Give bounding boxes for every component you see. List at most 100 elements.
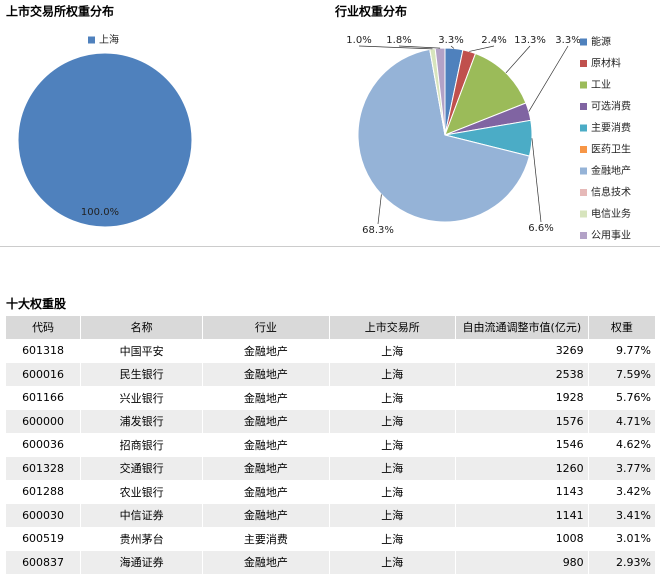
table-cell: 600030 [6, 503, 82, 528]
chart-title: 行业权重分布 [334, 4, 407, 19]
legend-swatch [88, 36, 95, 44]
header-cell: 代码 [6, 316, 82, 340]
table-cell: 4.62% [588, 433, 657, 457]
table-row: 600016 民生银行 金融地产 上海 2538 7.59% [6, 362, 657, 387]
table-cell: 600000 [6, 409, 82, 434]
charts: 上市交易所权重分布 100.0% 上海 行业权重分布 3.3% 2.4% 13.3% 3.3%… [6, 4, 631, 242]
table-cell: 中国平安 [80, 339, 204, 363]
legend-label: 金融地产 [591, 164, 631, 177]
legend-swatch [580, 124, 587, 132]
table-cell: 金融地产 [202, 550, 330, 575]
table-cell: 上海 [329, 409, 456, 434]
table-cell: 3.42% [588, 480, 657, 504]
table-cell: 9.77% [588, 339, 657, 363]
header-cell: 行业 [202, 316, 330, 340]
table-row: 601288 农业银行 金融地产 上海 1143 3.42% [6, 480, 657, 504]
legend-swatch [580, 167, 587, 175]
table-cell: 金融地产 [202, 480, 330, 504]
table-cell: 980 [455, 550, 589, 575]
table-cell: 600519 [6, 527, 82, 551]
data-label: 6.6% [528, 223, 553, 234]
table-cell: 601318 [6, 339, 82, 363]
table-cell: 上海 [329, 527, 456, 551]
table-cell: 4.71% [588, 409, 657, 434]
legend-swatch [580, 232, 587, 239]
table-cell: 601166 [6, 386, 82, 410]
table-cell: 交通银行 [80, 456, 204, 481]
table-cell: 1576 [455, 409, 589, 434]
legend-swatch [580, 103, 587, 110]
table-cell: 601288 [6, 480, 82, 504]
table-cell: 7.59% [588, 362, 657, 387]
table-row: 600519 贵州茅台 主要消费 上海 1008 3.01% [6, 527, 657, 551]
table-cell: 上海 [329, 362, 456, 387]
table-cell: 金融地产 [202, 339, 330, 363]
pie-slice [17, 52, 193, 228]
table-cell: 1143 [455, 480, 589, 504]
table-cell: 浦发银行 [80, 409, 204, 434]
table-cell: 2.93% [588, 550, 657, 575]
table-cell: 1260 [455, 456, 589, 481]
table-cell: 贵州茅台 [80, 527, 204, 551]
table-cell: 601328 [6, 456, 82, 481]
table-cell: 3269 [455, 339, 589, 363]
legend-label: 信息技术 [591, 186, 631, 199]
table-cell: 3.01% [588, 527, 657, 551]
legend-swatch [580, 38, 587, 46]
data-label: 3.3% [555, 35, 580, 46]
table-cell: 3.41% [588, 503, 657, 528]
table-cell: 3.77% [588, 456, 657, 481]
table-cell: 上海 [329, 480, 456, 504]
table-cell: 2538 [455, 362, 589, 387]
separator [0, 246, 660, 247]
data-label: 2.4% [481, 35, 506, 46]
table-cell: 5.76% [588, 386, 657, 410]
leader-line [531, 138, 542, 223]
legend-swatch [580, 189, 587, 196]
leader-line [398, 45, 441, 49]
table-cell: 金融地产 [202, 409, 330, 434]
legend-label: 可选消费 [591, 100, 631, 113]
header-row: 代码 名称 行业 上市交易所 自由流通调整市值(亿元) 权重 [6, 316, 657, 340]
header-cell: 名称 [80, 316, 204, 340]
data-label: 100.0% [81, 207, 119, 218]
table-row: 600030 中信证券 金融地产 上海 1141 3.41% [6, 503, 657, 528]
legend-swatch [580, 81, 587, 89]
leader-line [505, 45, 531, 74]
table-cell: 上海 [329, 433, 456, 457]
table-cell: 1141 [455, 503, 589, 528]
data-label: 68.3% [362, 225, 394, 236]
leader-line [358, 45, 433, 50]
leader-line [469, 45, 495, 52]
table-cell: 1008 [455, 527, 589, 551]
table-title: 十大权重股 [6, 297, 67, 311]
pie-slice [357, 48, 531, 223]
header-cell: 上市交易所 [329, 316, 456, 340]
table-cell: 1928 [455, 386, 589, 410]
table-cell: 上海 [329, 503, 456, 528]
table-cell: 金融地产 [202, 456, 330, 481]
table-cell: 上海 [329, 550, 456, 575]
table-cell: 金融地产 [202, 433, 330, 457]
table-cell: 海通证券 [80, 550, 204, 575]
table-row: 600837 海通证券 金融地产 上海 980 2.93% [6, 550, 657, 575]
table-cell: 民生银行 [80, 362, 204, 387]
table-cell: 上海 [329, 386, 456, 410]
table-cell: 兴业银行 [80, 386, 204, 410]
legend-swatch [580, 210, 587, 218]
table-row: 600000 浦发银行 金融地产 上海 1576 4.71% [6, 409, 657, 434]
legend-label: 原材料 [591, 57, 621, 70]
table-row: 601328 交通银行 金融地产 上海 1260 3.77% [6, 456, 657, 481]
leader-line [528, 45, 569, 112]
table-cell: 招商银行 [80, 433, 204, 457]
legend-swatch [580, 146, 587, 153]
legend-label: 上海 [99, 33, 119, 46]
weights-table: 代码 名称 行业 上市交易所 自由流通调整市值(亿元) 权重 601318 中国平安 金融地产上… [6, 316, 657, 575]
legend-label: 工业 [591, 79, 611, 91]
table-cell: 主要消费 [202, 527, 330, 551]
leader-line [450, 45, 455, 49]
table-cell: 600837 [6, 550, 82, 575]
table-row: 601166 兴业银行 金融地产 上海 1928 5.76% [6, 386, 657, 410]
table-cell: 金融地产 [202, 386, 330, 410]
